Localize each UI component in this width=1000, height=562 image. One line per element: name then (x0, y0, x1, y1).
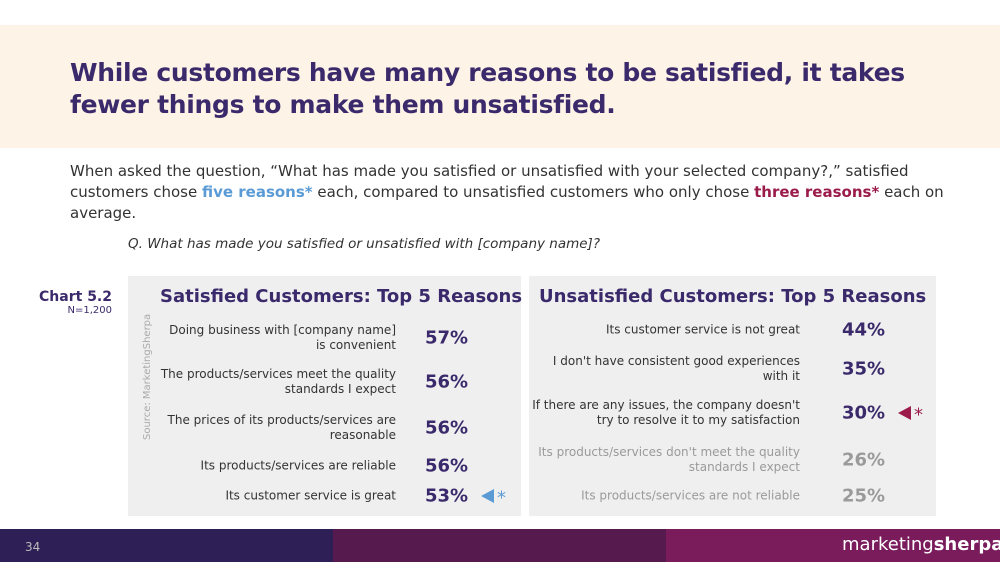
row-value: 25% (842, 485, 886, 507)
chart-number: Chart 5.2 (39, 289, 112, 305)
row-value: 56% (425, 417, 469, 439)
intro-part: each on average. (70, 183, 944, 222)
footer-block (666, 529, 1000, 562)
row-label: I don't have consistent good experiences… (552, 354, 800, 383)
row-label: Doing business with [company name] is co… (169, 323, 396, 352)
row-label: Its products/services are reliable (200, 458, 396, 473)
marker-arrow (481, 489, 494, 503)
row-value: 30% (842, 402, 886, 424)
row-value: 35% (842, 358, 886, 380)
row-label: Its customer service is great (225, 488, 396, 503)
chart-label: Chart 5.2 N=1,200 (20, 289, 112, 316)
row-value: 56% (425, 455, 469, 477)
page-number: 34 (25, 540, 41, 554)
question: Q. What has made you satisfied or unsati… (128, 236, 600, 252)
footer-block (333, 529, 666, 562)
footer-block (0, 529, 333, 562)
row-label: Its customer service is not great (605, 322, 800, 337)
row-value: 56% (425, 371, 469, 393)
row-value: 44% (842, 319, 886, 341)
brand-part: sherpa (933, 534, 1000, 555)
panel (529, 276, 936, 516)
row-label: Its products/services are not reliable (581, 488, 800, 503)
marker-arrow (898, 406, 911, 420)
panel-title: Unsatisfied Customers: Top 5 Reasons (539, 286, 927, 307)
intro-part: each, compared to unsatisfied customers … (312, 183, 755, 201)
row-label: The products/services meet the quality s… (160, 367, 396, 396)
sample-size: N=1,200 (67, 305, 113, 316)
row-value: 53% (425, 485, 469, 507)
panel-title: Satisfied Customers: Top 5 Reasons (160, 286, 523, 307)
title-band (0, 25, 1000, 148)
source: Source: MarketingSherpa (142, 313, 153, 440)
brand-logo: marketingsherpa (842, 534, 1000, 555)
row-label: The prices of its products/services are … (167, 413, 396, 442)
row-label: Its products/services don't meet the qua… (538, 445, 800, 474)
panel (128, 276, 521, 516)
row-value: 26% (842, 449, 886, 471)
marker: * (497, 487, 506, 509)
intro-part: When asked the question, “What has made … (70, 162, 909, 201)
brand-part: marketing (842, 534, 934, 555)
row-value: 57% (425, 327, 469, 349)
intro-highlight: three reasons* (754, 183, 880, 201)
slide-title: While customers have many reasons to be … (70, 58, 905, 119)
marker: * (914, 404, 923, 426)
intro-text: When asked the question, “What has made … (70, 161, 950, 224)
row-label: If there are any issues, the company doe… (532, 398, 800, 427)
intro-highlight: five reasons* (201, 183, 313, 201)
